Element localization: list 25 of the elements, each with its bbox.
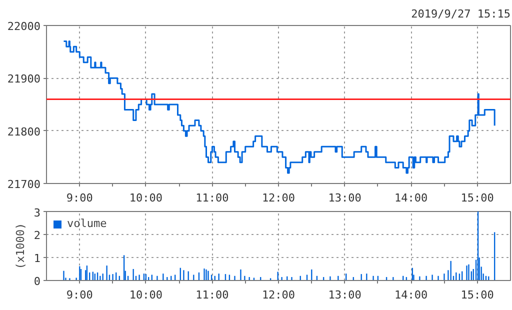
x-tick-label: 15:00 [460, 288, 494, 302]
legend-label: volume [67, 217, 107, 230]
y-tick-label: 21900 [7, 72, 41, 86]
y-tick-label: 22000 [7, 20, 41, 33]
x-tick-label: 9:00 [66, 192, 93, 204]
x-tick-label: 10:00 [129, 192, 162, 204]
y-tick-label: 1 [34, 252, 40, 265]
x-tick-label: 14:00 [394, 288, 428, 302]
x-tick-label: 13:00 [328, 288, 362, 302]
x-tick-label: 11:00 [196, 288, 229, 302]
x-tick-label: 9:00 [66, 288, 93, 302]
y-tick-label: 2 [34, 229, 40, 242]
y-tick-label: 21700 [7, 178, 41, 191]
y-tick-label: 3 [34, 206, 40, 220]
chart-subtitle: 2019/9/27 15:15 [411, 8, 511, 20]
x-tick-label: 12:00 [262, 288, 296, 302]
x-tick-label: 10:00 [129, 288, 162, 302]
x-tick-label: 11:00 [196, 192, 229, 204]
x-tick-label: 12:00 [262, 192, 296, 204]
y-axis-title: (x1000) [14, 222, 27, 270]
y-tick-label: 21800 [7, 125, 41, 138]
x-tick-label: 15:00 [460, 192, 494, 204]
x-tick-label: 14:00 [394, 192, 428, 204]
y-tick-label: 0 [34, 275, 40, 288]
x-tick-label: 13:00 [328, 192, 362, 204]
